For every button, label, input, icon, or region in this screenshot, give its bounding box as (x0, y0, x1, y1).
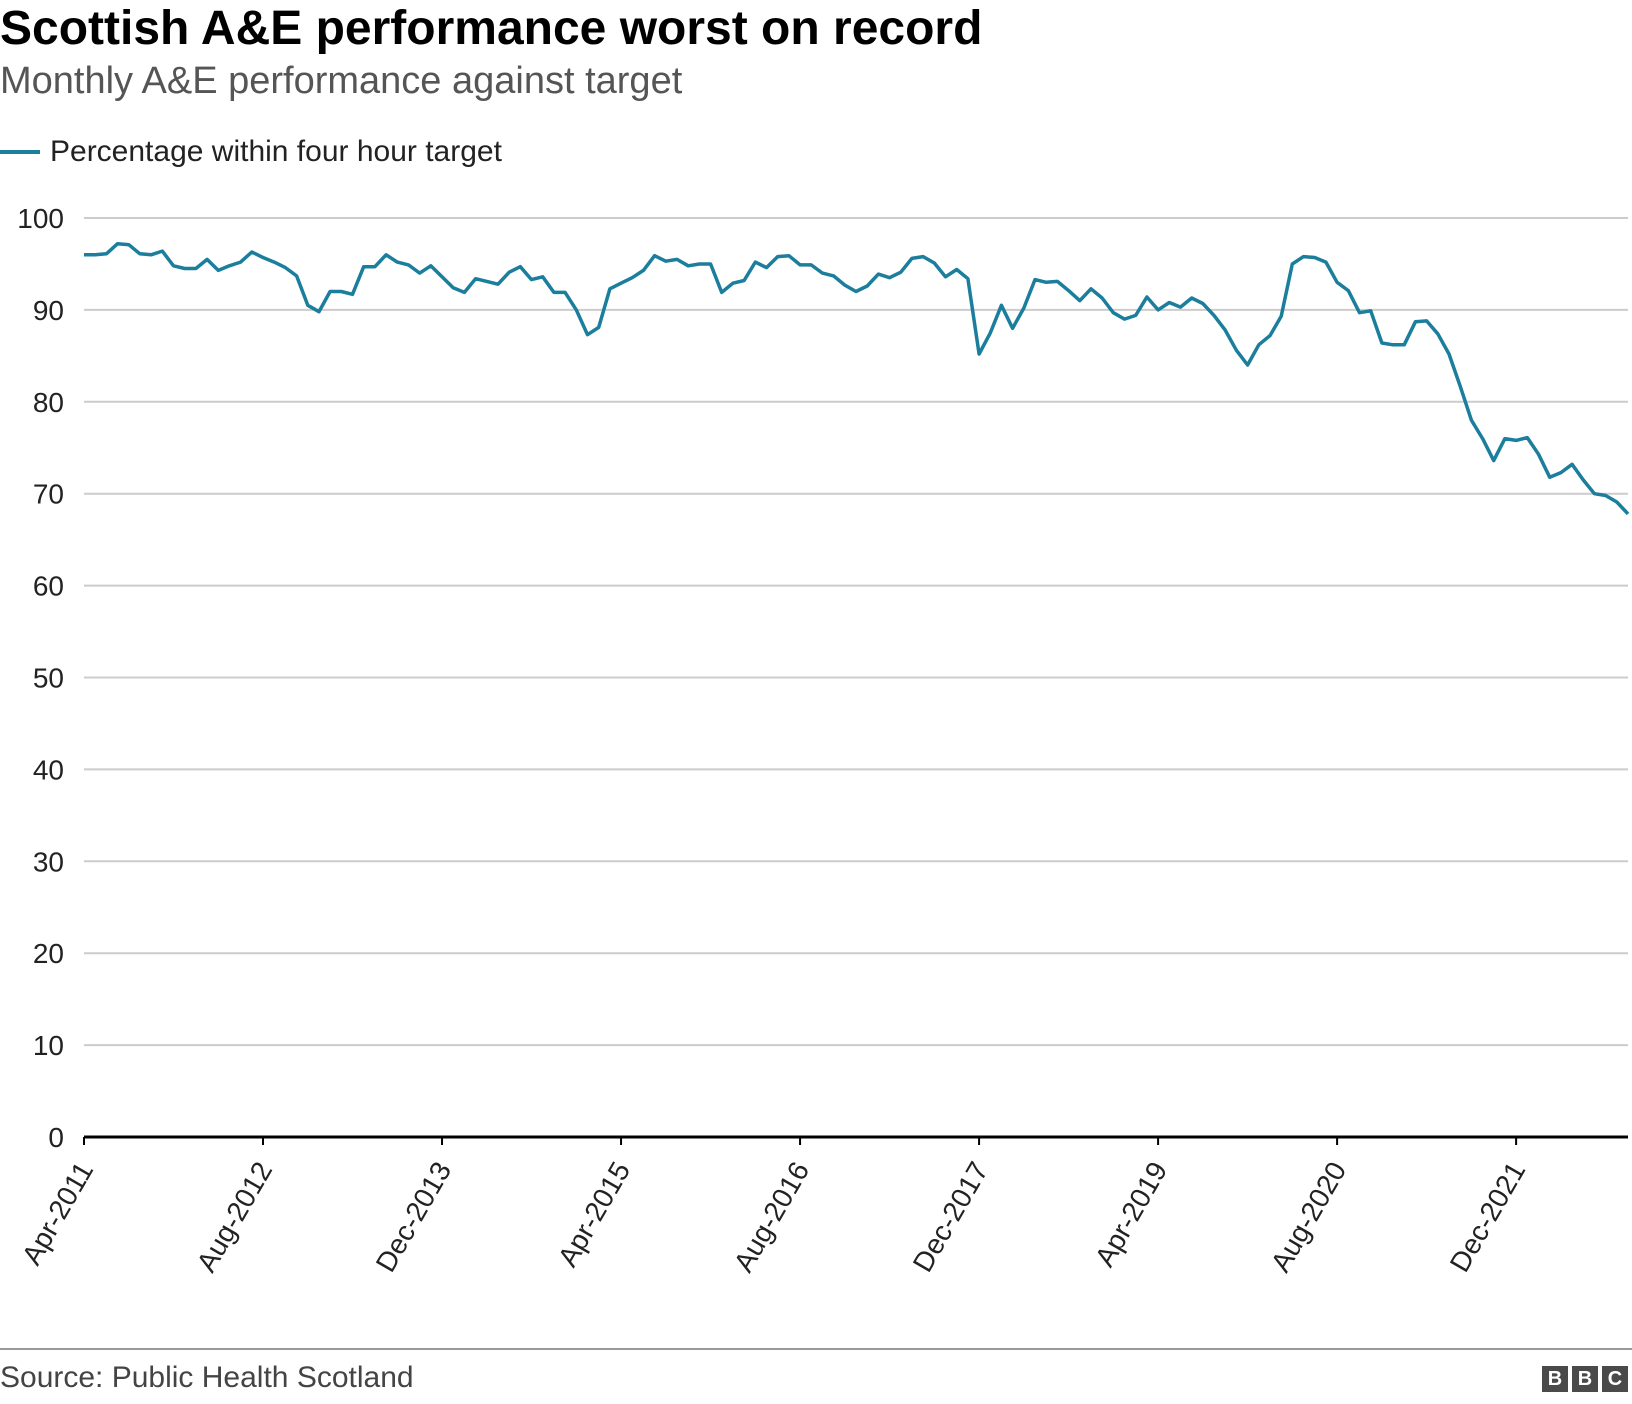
legend: Percentage within four hour target (0, 132, 502, 172)
line-chart: 0 10 20 30 40 50 60 70 80 90 100 Apr-2011 Aug-2012 D… (16, 203, 1630, 1278)
x-tick-label: Aug-2016 (728, 1157, 816, 1278)
y-tick-label: 50 (33, 663, 64, 694)
bbc-logo-letter: B (1572, 1366, 1598, 1392)
x-tick-label: Dec-2013 (370, 1157, 458, 1278)
x-tick-label: Apr-2019 (1089, 1157, 1173, 1272)
x-tick-label: Apr-2011 (16, 1157, 99, 1270)
y-tick-label: 90 (33, 295, 64, 326)
y-tick-label: 10 (33, 1030, 64, 1061)
bbc-logo-letter: B (1542, 1366, 1568, 1392)
grid-lines (84, 217, 1628, 1047)
chart-subtitle: Monthly A&E performance against target (0, 60, 683, 102)
y-tick-label: 100 (17, 203, 64, 234)
y-tick-label: 80 (33, 387, 64, 418)
x-tick-label: Aug-2020 (1265, 1157, 1353, 1278)
y-tick-label: 40 (33, 754, 64, 785)
legend-label: Percentage within four hour target (50, 135, 502, 168)
y-tick-label: 20 (33, 938, 64, 969)
source-note: Source: Public Health Scotland (0, 1361, 414, 1394)
y-tick-label: 60 (33, 571, 64, 602)
x-tick-label: Aug-2012 (191, 1157, 279, 1278)
y-tick-label: 0 (48, 1122, 64, 1153)
y-tick-label: 70 (33, 479, 64, 510)
x-tick-label: Dec-2021 (1444, 1157, 1532, 1278)
footer-divider (0, 1348, 1632, 1350)
chart-title: Scottish A&E performance worst on record (0, 2, 983, 55)
series-line (84, 241, 1630, 516)
y-tick-label: 30 (33, 846, 64, 877)
x-axis-tick-labels: Apr-2011 Aug-2012 Dec-2013 Apr-2015 Aug-2016… (16, 1137, 1532, 1278)
y-axis-tick-labels: 0 10 20 30 40 50 60 70 80 90 100 (17, 203, 64, 1153)
bbc-logo-letter: C (1602, 1366, 1628, 1392)
bbc-logo: B B C (1542, 1366, 1628, 1392)
x-tick-label: Apr-2015 (552, 1157, 636, 1272)
legend-swatch (0, 150, 40, 154)
x-tick-label: Dec-2017 (907, 1157, 995, 1278)
